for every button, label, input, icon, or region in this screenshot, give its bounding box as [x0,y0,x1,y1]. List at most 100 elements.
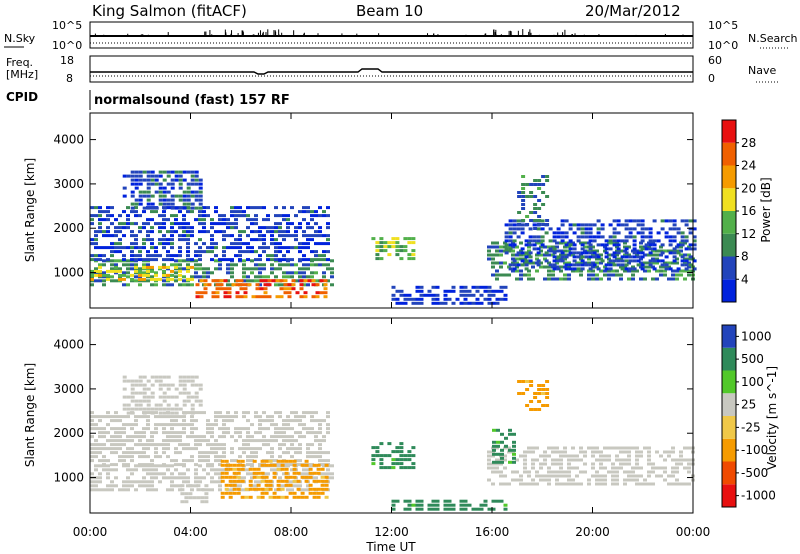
heatmap-cell [467,503,472,507]
heatmap-cell [495,462,499,466]
heatmap-cell [533,179,538,182]
heatmap-cell [106,459,110,463]
heatmap-cell [138,178,143,182]
heatmap-cell [188,496,193,500]
heatmap-cell [258,415,262,419]
heatmap-cell [635,253,639,257]
heatmap-cell [503,245,507,249]
heatmap-cell [250,218,254,222]
heatmap-cell [286,246,290,250]
heatmap-cell [226,279,230,283]
heatmap-cell [603,466,607,470]
heatmap-cell [499,482,503,486]
heatmap-cell [547,277,551,281]
heatmap-cell [142,399,147,403]
heatmap-cell [391,245,396,249]
heatmap-cell [138,375,143,379]
heatmap-cell [447,499,452,503]
heatmap-cell [274,222,278,226]
heatmap-cell [395,241,400,245]
heatmap-cell [624,239,629,243]
heatmap-cell [158,407,163,411]
heatmap-cell [186,379,191,383]
heatmap-cell [298,210,302,214]
heatmap-cell [535,257,539,261]
heatmap-cell [499,474,503,478]
heatmap-cell [600,227,605,231]
heatmap-cell [222,435,226,439]
heatmap-cell [292,471,297,475]
heatmap-cell [624,247,629,251]
heatmap-cell [399,466,404,470]
heatmap-cell [278,242,282,246]
heatmap-cell [521,219,526,222]
heatmap-cell [134,391,139,395]
heatmap-cell [523,261,527,265]
heatmap-cell [607,454,611,458]
heatmap-cell [246,435,250,439]
heatmap-cell [527,261,531,265]
heatmap-cell [326,415,330,419]
heatmap-cell [647,241,651,245]
heatmap-cell [178,383,183,387]
heatmap-cell [656,231,661,235]
heatmap-cell [302,263,306,267]
heatmap-cell [652,267,657,271]
heatmap-cell [655,257,659,261]
heatmap-cell [284,467,289,471]
heatmap-cell [170,269,174,273]
heatmap-cell [508,263,513,267]
heatmap-cell [182,279,186,283]
heatmap-cell [487,478,491,482]
heatmap-cell [600,259,605,263]
colorbar-tick-label: 8 [741,250,749,264]
heatmap-cell [312,463,317,467]
heatmap-cell [487,245,491,249]
heatmap-cell [671,466,675,470]
heatmap-cell [551,474,555,478]
heatmap-cell [326,279,330,283]
heatmap-cell [663,458,667,462]
heatmap-cell [556,267,561,271]
heatmap-cell [214,254,218,258]
heatmap-cell [451,289,456,293]
heatmap-cell [411,454,416,458]
heatmap-cell [671,261,675,265]
heatmap-cell [122,186,127,190]
heatmap-cell [579,257,583,261]
heatmap-cell [260,487,265,491]
colorbar-swatch [722,233,736,257]
heatmap-cell [158,395,163,399]
heatmap-cell [300,491,305,495]
heatmap-cell [174,178,179,182]
heatmap-cell [631,265,635,269]
heatmap-cell [170,277,174,281]
heatmap-cell [98,472,102,476]
colorbar-tick-label: -25 [741,420,761,434]
heatmap-cell [122,415,126,419]
heatmap-cell [314,439,318,443]
heatmap-cell [536,227,541,231]
heatmap-cell [322,271,326,275]
heatmap-cell [268,483,273,487]
heatmap-cell [114,259,118,263]
heatmap-cell [296,479,301,483]
heatmap-cell [640,251,645,255]
heatmap-cell [487,454,491,458]
heatmap-cell [584,231,589,235]
heatmap-cell [186,234,190,238]
heatmap-cell [314,242,318,246]
heatmap-cell [523,450,527,454]
heatmap-cell [142,415,146,419]
heatmap-cell [395,289,400,293]
heatmap-cell [563,245,567,249]
heatmap-cell [499,265,503,269]
heatmap-cell [684,267,689,271]
heatmap-cell [239,279,244,283]
heatmap-cell [94,427,98,431]
heatmap-cell [407,253,412,257]
heatmap-cell [519,241,523,245]
heatmap-cell [627,277,631,281]
heatmap-cell [607,241,611,245]
